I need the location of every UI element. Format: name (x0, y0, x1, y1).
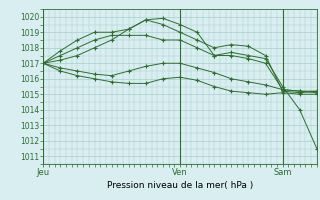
X-axis label: Pression niveau de la mer( hPa ): Pression niveau de la mer( hPa ) (107, 181, 253, 190)
